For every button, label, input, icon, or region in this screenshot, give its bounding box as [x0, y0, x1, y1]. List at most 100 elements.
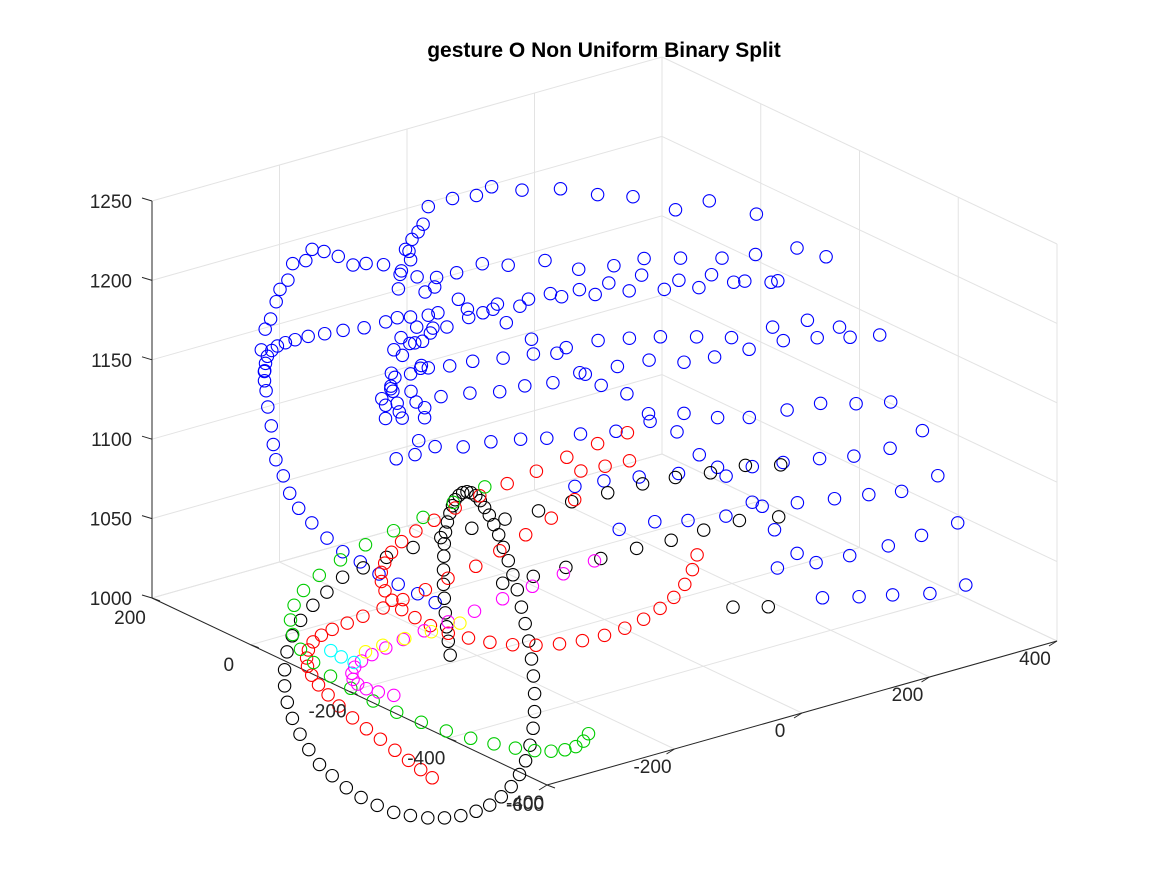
data-point — [258, 356, 273, 371]
data-point — [339, 780, 354, 795]
data-point — [469, 559, 483, 574]
data-point — [461, 631, 476, 645]
x-tick-mark — [1048, 640, 1058, 647]
data-point — [626, 189, 640, 204]
data-point — [258, 322, 272, 336]
data-point — [463, 731, 478, 746]
data-point — [477, 500, 492, 515]
data-point — [378, 411, 393, 426]
data-point — [438, 606, 453, 620]
data-point — [692, 448, 707, 462]
z-tick-label: 1200 — [90, 271, 132, 292]
data-point — [411, 433, 426, 448]
data-point — [448, 492, 462, 507]
data-point — [832, 320, 847, 334]
data-point — [336, 544, 350, 559]
series-3 — [283, 480, 596, 758]
data-point — [664, 533, 678, 548]
data-point — [370, 798, 384, 813]
data-point — [421, 199, 436, 214]
data-point — [396, 632, 411, 647]
data-point — [463, 386, 477, 400]
z-tick-label: 1250 — [90, 192, 132, 213]
data-point — [384, 545, 399, 560]
data-point — [454, 808, 468, 823]
data-point — [276, 469, 291, 483]
data-point — [745, 495, 760, 509]
data-point — [373, 732, 388, 746]
data-point — [518, 528, 533, 542]
data-point — [270, 339, 285, 353]
series-2 — [299, 425, 704, 785]
data-point — [409, 395, 423, 409]
data-point — [827, 491, 842, 506]
data-point — [388, 743, 402, 758]
data-point — [513, 432, 528, 446]
z-tick-mark — [141, 276, 153, 281]
data-point — [402, 244, 416, 259]
data-point — [506, 568, 520, 582]
data-point — [417, 624, 432, 638]
y-tick-mark — [151, 597, 161, 602]
x-tick-label: 0 — [775, 721, 786, 742]
data-point — [703, 466, 718, 480]
data-point — [677, 355, 691, 369]
data-point — [469, 804, 483, 819]
data-point — [597, 628, 612, 643]
data-point — [487, 517, 501, 532]
y-tick-mark — [546, 784, 556, 789]
grid-layer — [151, 56, 1058, 786]
data-point — [386, 384, 400, 399]
data-point — [467, 604, 482, 618]
data-point — [761, 600, 776, 614]
data-point — [306, 635, 320, 649]
data-point — [428, 439, 442, 454]
data-point — [395, 348, 410, 363]
data-point — [391, 577, 405, 591]
data-point — [379, 641, 393, 655]
data-point — [293, 727, 307, 741]
data-point — [269, 452, 283, 467]
data-point — [385, 593, 399, 608]
data-point — [277, 679, 292, 693]
data-point — [438, 525, 453, 539]
data-point — [610, 359, 625, 374]
y-tick-label: -600 — [506, 795, 544, 816]
data-point — [475, 256, 490, 271]
data-point — [568, 479, 582, 494]
data-point — [657, 282, 672, 297]
data-point — [469, 188, 484, 203]
data-point — [690, 548, 704, 562]
data-point — [483, 635, 497, 650]
data-point — [403, 310, 418, 324]
data-point — [518, 379, 532, 393]
data-point — [559, 560, 573, 575]
data-point — [440, 515, 455, 529]
data-point — [765, 320, 780, 334]
data-point — [702, 194, 717, 208]
data-point — [376, 257, 391, 272]
data-point — [340, 616, 354, 630]
data-point — [602, 276, 616, 290]
grid-line-sidewall-z — [661, 215, 1058, 404]
data-point — [484, 435, 498, 449]
data-point — [283, 613, 298, 627]
data-point — [819, 250, 833, 264]
axis-layer — [141, 197, 1058, 791]
data-point — [653, 601, 667, 616]
data-point — [685, 562, 700, 577]
data-point — [732, 513, 747, 528]
y-tick-mark — [250, 644, 259, 649]
data-point — [386, 523, 401, 538]
data-point — [573, 365, 587, 380]
data-point — [324, 643, 338, 658]
x-tick-mark — [921, 676, 930, 683]
data-point — [398, 631, 412, 646]
grid-line-backwall-z — [151, 294, 663, 440]
data-point — [521, 292, 536, 306]
data-point — [427, 513, 441, 528]
data-point — [573, 427, 588, 441]
data-point — [495, 592, 510, 606]
data-point — [492, 384, 507, 399]
data-point — [689, 330, 704, 344]
